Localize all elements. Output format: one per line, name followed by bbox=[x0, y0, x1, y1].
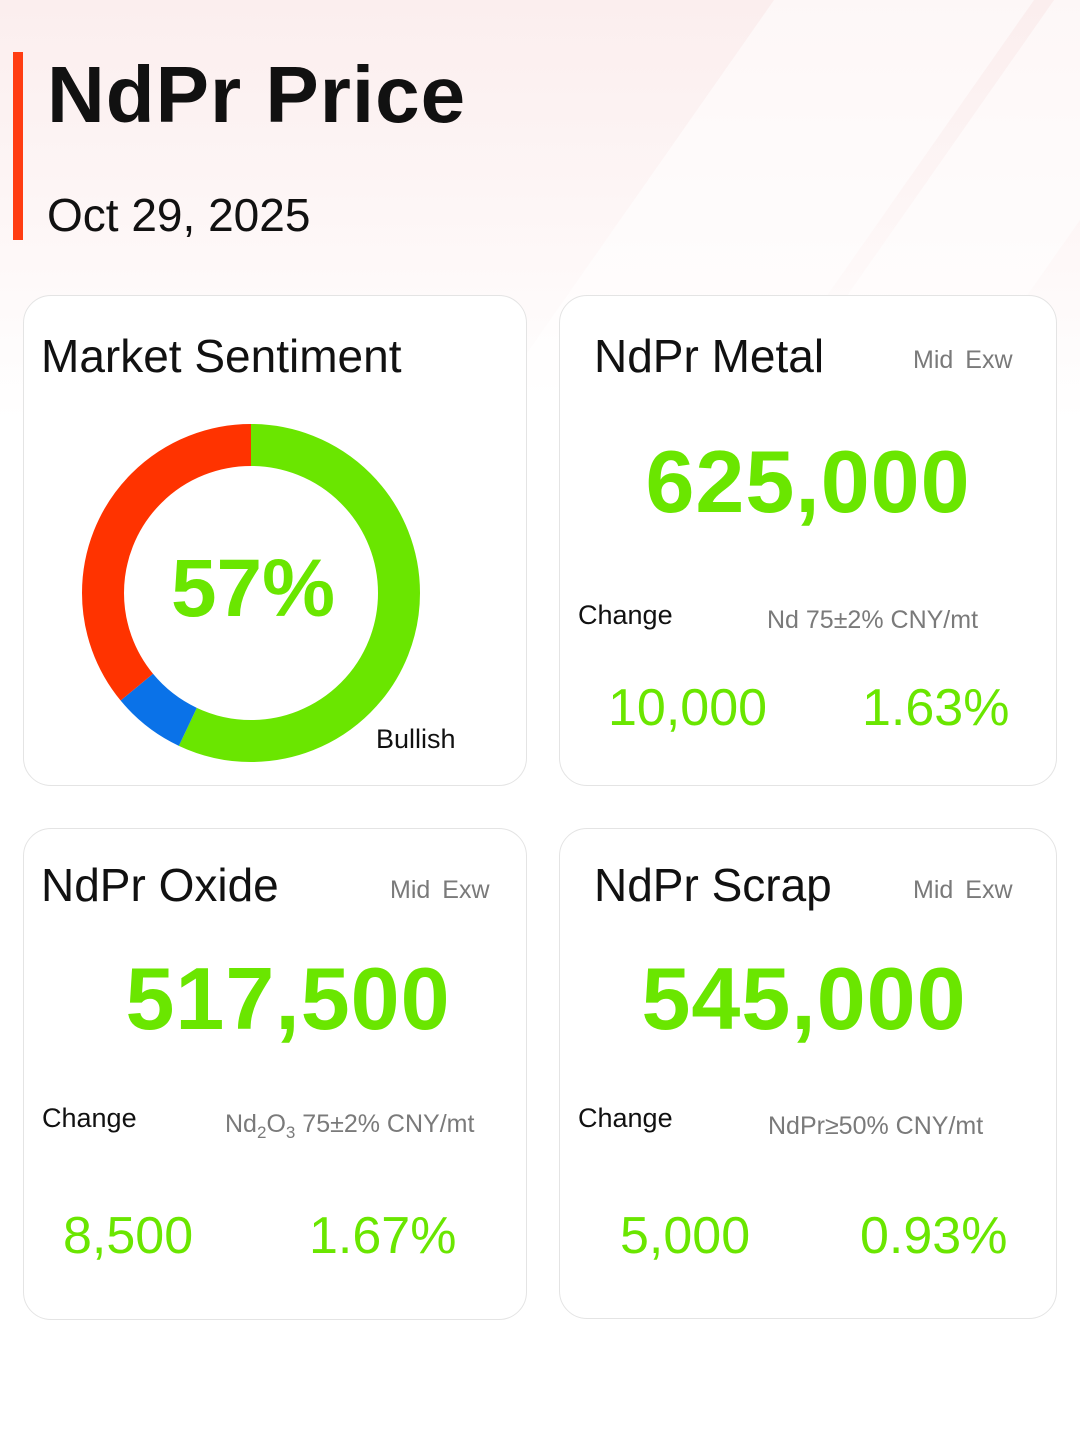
ndpr-scrap-spec: NdPr≥50% CNY/mt bbox=[768, 1112, 984, 1140]
sentiment-percent: 57% bbox=[170, 543, 336, 634]
exw-label: Exw bbox=[965, 346, 1013, 374]
market-sentiment-title: Market Sentiment bbox=[41, 330, 402, 382]
ndpr-metal-change-pct: 1.63% bbox=[862, 679, 1010, 737]
spec-part: O bbox=[266, 1110, 286, 1138]
spec-part: 75±2% CNY/mt bbox=[295, 1110, 475, 1138]
exw-label: Exw bbox=[965, 876, 1013, 904]
ndpr-oxide-spec: Nd2O3 75±2% CNY/mt bbox=[225, 1110, 475, 1142]
ndpr-metal-spec: Nd 75±2% CNY/mt bbox=[767, 606, 979, 634]
sentiment-label: Bullish bbox=[376, 724, 456, 754]
ndpr-oxide-change-pct: 1.67% bbox=[309, 1207, 457, 1265]
ndpr-scrap-card bbox=[559, 828, 1057, 1319]
ndpr-scrap-price: 545,000 bbox=[641, 949, 967, 1048]
exw-label: Exw bbox=[442, 876, 490, 904]
ndpr-scrap-change-abs: 5,000 bbox=[620, 1207, 751, 1265]
ndpr-scrap-title: NdPr Scrap bbox=[594, 859, 832, 911]
spec-subscript: 2 bbox=[256, 1123, 267, 1142]
ndpr-metal-change-abs: 10,000 bbox=[608, 679, 768, 737]
mid-label: Mid bbox=[390, 876, 431, 904]
spec-subscript: 3 bbox=[285, 1123, 296, 1142]
title-accent-bar bbox=[13, 52, 23, 240]
ndpr-scrap-price-basis: Mid Exw bbox=[913, 878, 1013, 903]
ndpr-scrap-change-pct: 0.93% bbox=[860, 1207, 1008, 1265]
page-title: NdPr Price bbox=[47, 50, 467, 139]
page-date: Oct 29, 2025 bbox=[47, 189, 311, 241]
donut-segment-bearish bbox=[82, 424, 420, 762]
ndpr-metal-price: 625,000 bbox=[645, 432, 971, 531]
ndpr-oxide-card bbox=[23, 828, 527, 1320]
ndpr-metal-price-basis: Mid Exw bbox=[913, 348, 1013, 373]
ndpr-oxide-change-abs: 8,500 bbox=[63, 1207, 194, 1265]
spec-part: Nd bbox=[225, 1110, 257, 1138]
mid-label: Mid bbox=[913, 876, 954, 904]
ndpr-metal-title: NdPr Metal bbox=[594, 330, 825, 382]
mid-label: Mid bbox=[913, 346, 954, 374]
sentiment-donut-chart bbox=[82, 424, 420, 762]
ndpr-metal-change-label: Change bbox=[578, 600, 673, 630]
ndpr-scrap-change-label: Change bbox=[578, 1103, 673, 1133]
ndpr-oxide-price-basis: Mid Exw bbox=[390, 878, 490, 903]
ndpr-oxide-title: NdPr Oxide bbox=[41, 859, 279, 911]
ndpr-oxide-change-label: Change bbox=[42, 1103, 137, 1133]
ndpr-metal-card bbox=[559, 295, 1057, 786]
ndpr-oxide-price: 517,500 bbox=[125, 949, 451, 1048]
